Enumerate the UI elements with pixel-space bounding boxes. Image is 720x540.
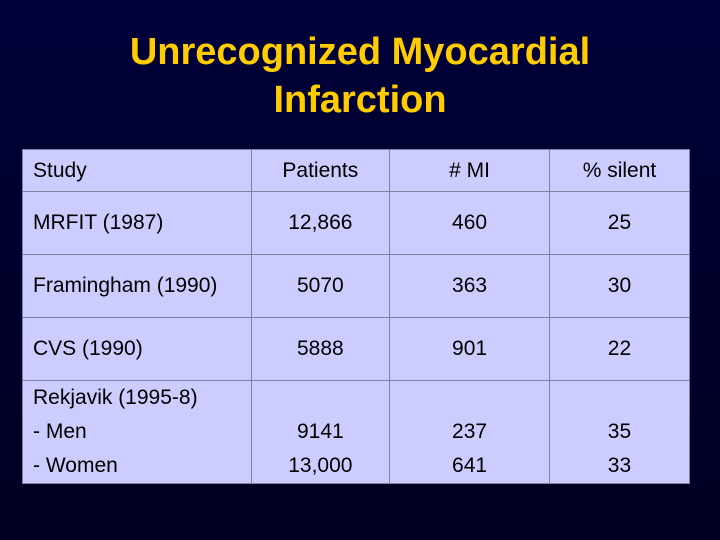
- silent-men: 35: [607, 420, 632, 443]
- table-header-row: Study Patients # MI % silent: [22, 149, 691, 192]
- cell-study: MRFIT (1987): [22, 191, 252, 255]
- table-row-rekjavik: Rekjavik (1995-8) - Men - Women 9141 13,…: [22, 380, 691, 484]
- table-row: Framingham (1990) 5070 363 30: [22, 254, 691, 318]
- spacer-line: [400, 381, 539, 415]
- header-study: Study: [22, 149, 252, 192]
- table-row: MRFIT (1987) 12,866 460 25: [22, 191, 691, 255]
- mi-men: 237: [452, 420, 488, 443]
- header-mi: # MI: [389, 149, 550, 192]
- title-line-2: Infarction: [273, 79, 447, 121]
- cell-silent: 35 33: [548, 380, 691, 484]
- cell-mi: 901: [389, 317, 550, 381]
- cell-patients: 12,866: [250, 191, 391, 255]
- mi-women: 641: [452, 454, 488, 477]
- slide-title: Unrecognized Myocardial Infarction: [0, 28, 720, 124]
- cell-study: Framingham (1990): [22, 254, 252, 318]
- title-line-1: Unrecognized Myocardial: [129, 31, 591, 73]
- cell-mi: 363: [389, 254, 550, 318]
- spacer-line: [262, 381, 380, 415]
- cell-study: CVS (1990): [22, 317, 252, 381]
- cell-patients: 5888: [250, 317, 391, 381]
- cell-patients: 9141 13,000: [250, 380, 391, 484]
- spacer-line: [560, 381, 679, 415]
- cell-patients: 5070: [250, 254, 391, 318]
- studies-table: Study Patients # MI % silent MRFIT (1987…: [22, 149, 691, 484]
- study-line: - Women: [33, 454, 118, 477]
- cell-silent: 22: [548, 317, 691, 381]
- cell-silent: 25: [548, 191, 691, 255]
- header-patients: Patients: [250, 149, 391, 192]
- cell-study: Rekjavik (1995-8) - Men - Women: [22, 380, 252, 484]
- table-row: CVS (1990) 5888 901 22: [22, 317, 691, 381]
- patients-men: 9141: [296, 420, 344, 443]
- cell-mi: 460: [389, 191, 550, 255]
- cell-silent: 30: [548, 254, 691, 318]
- header-silent: % silent: [548, 149, 691, 192]
- patients-women: 13,000: [288, 454, 353, 477]
- silent-women: 33: [607, 454, 632, 477]
- cell-mi: 237 641: [389, 380, 550, 484]
- study-line: - Men: [33, 420, 87, 443]
- study-line: Rekjavik (1995-8): [33, 386, 198, 409]
